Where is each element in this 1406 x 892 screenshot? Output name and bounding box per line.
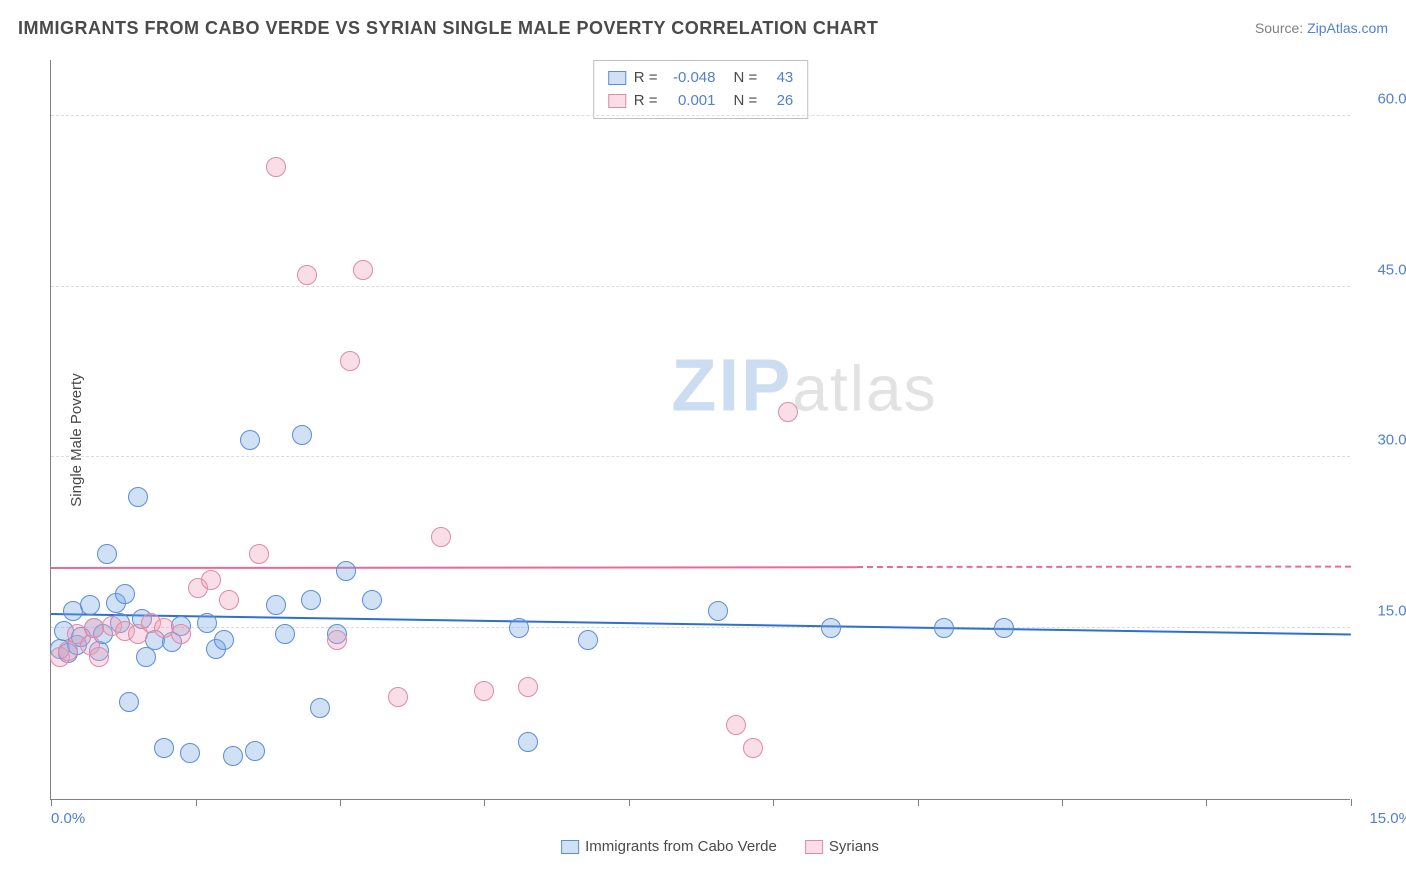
scatter-point <box>97 544 117 564</box>
legend-item: Syrians <box>805 838 879 855</box>
trend-line <box>51 613 1351 635</box>
scatter-point <box>292 425 312 445</box>
scatter-point <box>180 743 200 763</box>
y-tick-label: 15.0% <box>1360 603 1406 620</box>
scatter-point <box>518 677 538 697</box>
watermark-atlas: atlas <box>792 353 937 425</box>
scatter-point <box>154 738 174 758</box>
series-legend: Immigrants from Cabo Verde Syrians <box>561 838 879 855</box>
scatter-point <box>119 692 139 712</box>
x-tick-label-max: 15.0% <box>1369 810 1406 827</box>
scatter-point <box>821 618 841 638</box>
scatter-point <box>297 265 317 285</box>
scatter-point <box>578 630 598 650</box>
legend-r-label: R = <box>634 67 658 90</box>
scatter-point <box>726 715 746 735</box>
scatter-point <box>80 595 100 615</box>
scatter-point <box>310 698 330 718</box>
x-tick <box>1062 799 1063 806</box>
watermark-zip: ZIP <box>671 344 792 427</box>
scatter-point <box>201 570 221 590</box>
scatter-point <box>518 732 538 752</box>
scatter-point <box>115 584 135 604</box>
legend-swatch <box>805 840 823 854</box>
legend-n-value: 43 <box>765 67 793 90</box>
correlation-legend: R = -0.048 N = 43 R = 0.001 N = 26 <box>593 60 809 119</box>
source-label: Source: <box>1255 20 1303 36</box>
trend-line-dashed <box>857 566 1351 568</box>
x-tick <box>340 799 341 806</box>
scatter-point <box>301 590 321 610</box>
scatter-point <box>214 630 234 650</box>
scatter-point <box>362 590 382 610</box>
legend-n-value: 26 <box>765 90 793 113</box>
trend-line <box>51 566 857 569</box>
plot-area: ZIPatlas R =-0.048N =43R =0.001N =26 15.… <box>50 60 1350 800</box>
scatter-point <box>240 430 260 450</box>
scatter-point <box>266 157 286 177</box>
legend-row: R = -0.048 N = 43 <box>608 67 794 90</box>
x-tick <box>773 799 774 806</box>
gridline <box>51 627 1350 628</box>
legend-swatch <box>561 840 579 854</box>
x-tick <box>1206 799 1207 806</box>
gridline <box>51 456 1350 457</box>
legend-n-label: N = <box>734 67 758 90</box>
scatter-point <box>89 647 109 667</box>
source-link[interactable]: ZipAtlas.com <box>1307 20 1388 36</box>
legend-label: Syrians <box>829 838 879 855</box>
legend-r-value: -0.048 <box>666 67 716 90</box>
legend-row: R = 0.001 N = 26 <box>608 90 794 113</box>
legend-item: Immigrants from Cabo Verde <box>561 838 777 855</box>
chart-container: Single Male Poverty ZIPatlas R =-0.048N … <box>50 60 1390 820</box>
scatter-point <box>994 618 1014 638</box>
x-tick <box>1351 799 1352 806</box>
x-tick <box>196 799 197 806</box>
scatter-point <box>197 613 217 633</box>
scatter-point <box>249 544 269 564</box>
scatter-point <box>58 641 78 661</box>
scatter-point <box>128 487 148 507</box>
scatter-point <box>474 681 494 701</box>
scatter-point <box>743 738 763 758</box>
scatter-point <box>778 402 798 422</box>
y-tick-label: 30.0% <box>1360 432 1406 449</box>
legend-r-label: R = <box>634 90 658 113</box>
legend-r-value: 0.001 <box>666 90 716 113</box>
legend-swatch <box>608 71 626 85</box>
scatter-point <box>219 590 239 610</box>
scatter-point <box>266 595 286 615</box>
scatter-point <box>431 527 451 547</box>
legend-swatch <box>608 94 626 108</box>
scatter-point <box>388 687 408 707</box>
scatter-point <box>136 647 156 667</box>
scatter-point <box>353 260 373 280</box>
source-attribution: Source: ZipAtlas.com <box>1255 20 1388 36</box>
scatter-point <box>275 624 295 644</box>
watermark: ZIPatlas <box>671 343 937 428</box>
x-tick <box>484 799 485 806</box>
chart-title: IMMIGRANTS FROM CABO VERDE VS SYRIAN SIN… <box>18 18 878 39</box>
x-tick <box>51 799 52 806</box>
scatter-point <box>509 618 529 638</box>
scatter-point <box>340 351 360 371</box>
y-tick-label: 60.0% <box>1360 90 1406 107</box>
x-tick <box>629 799 630 806</box>
scatter-point <box>336 561 356 581</box>
scatter-point <box>934 618 954 638</box>
y-tick-label: 45.0% <box>1360 261 1406 278</box>
scatter-point <box>245 741 265 761</box>
legend-n-label: N = <box>734 90 758 113</box>
x-tick-label-min: 0.0% <box>51 810 85 827</box>
scatter-point <box>708 601 728 621</box>
legend-label: Immigrants from Cabo Verde <box>585 838 777 855</box>
gridline <box>51 115 1350 116</box>
scatter-point <box>223 746 243 766</box>
scatter-point <box>327 630 347 650</box>
scatter-point <box>171 624 191 644</box>
gridline <box>51 286 1350 287</box>
x-tick <box>918 799 919 806</box>
